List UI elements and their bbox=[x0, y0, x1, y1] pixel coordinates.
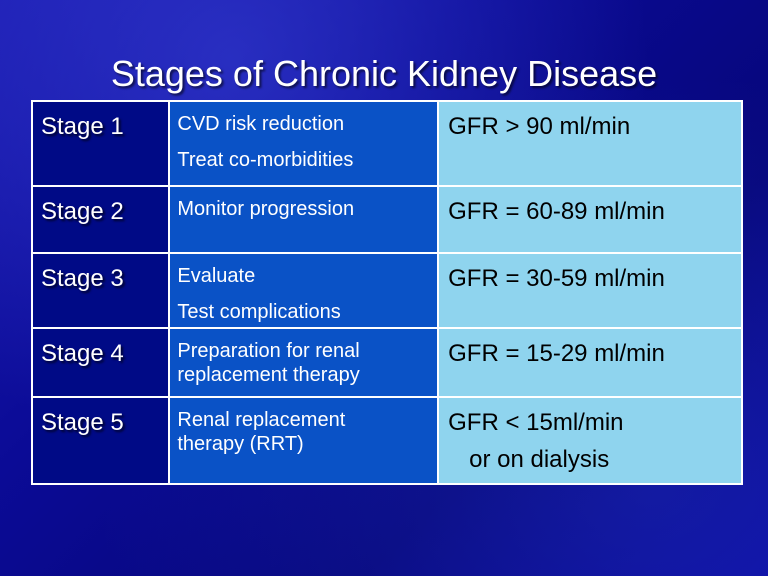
table-row-stage-2: Stage 2 Monitor progression GFR = 60-89 … bbox=[30, 185, 743, 254]
action-line: Monitor progression bbox=[177, 198, 355, 220]
action-cell: Monitor progression bbox=[168, 185, 440, 254]
stage-label: Stage 5 bbox=[41, 409, 124, 436]
gfr-value-note: or on dialysis bbox=[469, 446, 610, 473]
ckd-stages-table: Stage 1 CVD risk reduction Treat co-morb… bbox=[30, 100, 743, 485]
gfr-value: GFR > 90 ml/min bbox=[448, 113, 631, 140]
stage-cell: Stage 4 bbox=[30, 327, 171, 398]
action-cell: CVD risk reduction Treat co-morbidities bbox=[168, 100, 440, 187]
stage-cell: Stage 3 bbox=[30, 252, 171, 329]
slide-title: Stages of Chronic Kidney Disease bbox=[110, 53, 658, 94]
gfr-cell: GFR < 15ml/min or on dialysis bbox=[437, 396, 743, 485]
action-cell: Preparation for renal replacement therap… bbox=[168, 327, 440, 398]
action-line: Test complications bbox=[177, 301, 341, 323]
gfr-value: GFR = 15-29 ml/min bbox=[448, 340, 665, 367]
stage-cell: Stage 2 bbox=[30, 185, 171, 254]
action-line: replacement therapy bbox=[177, 364, 360, 386]
gfr-cell: GFR = 30-59 ml/min bbox=[437, 252, 743, 329]
table-row-stage-5: Stage 5 Renal replacement therapy (RRT) … bbox=[30, 396, 743, 485]
gfr-value: GFR = 60-89 ml/min bbox=[448, 198, 665, 225]
gfr-cell: GFR > 90 ml/min bbox=[437, 100, 743, 187]
action-line: Preparation for renal bbox=[177, 340, 360, 362]
gfr-cell: GFR = 15-29 ml/min bbox=[437, 327, 743, 398]
action-line: Treat co-morbidities bbox=[177, 149, 354, 171]
gfr-cell: GFR = 60-89 ml/min bbox=[437, 185, 743, 254]
stage-label: Stage 1 bbox=[41, 113, 124, 140]
action-line: CVD risk reduction bbox=[177, 113, 345, 135]
table-row-stage-4: Stage 4 Preparation for renal replacemen… bbox=[30, 327, 743, 398]
action-line: therapy (RRT) bbox=[177, 433, 304, 455]
action-cell: Evaluate Test complications bbox=[168, 252, 440, 329]
stage-label: Stage 2 bbox=[41, 198, 124, 225]
stage-cell: Stage 5 bbox=[30, 396, 171, 485]
table-row-stage-1: Stage 1 CVD risk reduction Treat co-morb… bbox=[30, 100, 743, 187]
stage-cell: Stage 1 bbox=[30, 100, 171, 187]
action-cell: Renal replacement therapy (RRT) bbox=[168, 396, 440, 485]
stage-label: Stage 3 bbox=[41, 265, 124, 292]
gfr-value: GFR = 30-59 ml/min bbox=[448, 265, 665, 292]
action-line: Renal replacement bbox=[177, 409, 346, 431]
gfr-value: GFR < 15ml/min bbox=[448, 409, 624, 436]
action-line: Evaluate bbox=[177, 265, 256, 287]
table-row-stage-3: Stage 3 Evaluate Test complications GFR … bbox=[30, 252, 743, 329]
stage-label: Stage 4 bbox=[41, 340, 124, 367]
